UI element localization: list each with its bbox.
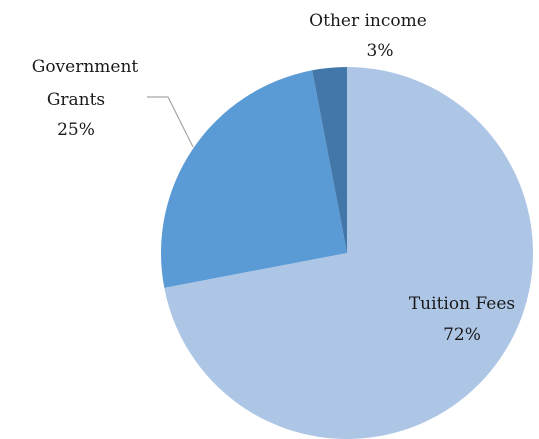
tuition-fees-label: Tuition Fees: [409, 294, 515, 314]
pie-slices: [160, 67, 533, 439]
government-grants-percent: 25%: [57, 120, 95, 140]
other-income-slice: [312, 67, 347, 253]
other-income-percent: 3%: [367, 41, 394, 61]
tuition-fees-percent: 72%: [443, 325, 481, 345]
government-grants-label-line1: Government: [32, 57, 139, 77]
other-income-label: Other income: [309, 11, 427, 31]
government-grants-slice: [160, 70, 347, 288]
grants-leader-line: [147, 96, 194, 148]
tuition-fees-slice: [164, 67, 533, 439]
government-grants-label-line2: Grants: [47, 90, 105, 110]
